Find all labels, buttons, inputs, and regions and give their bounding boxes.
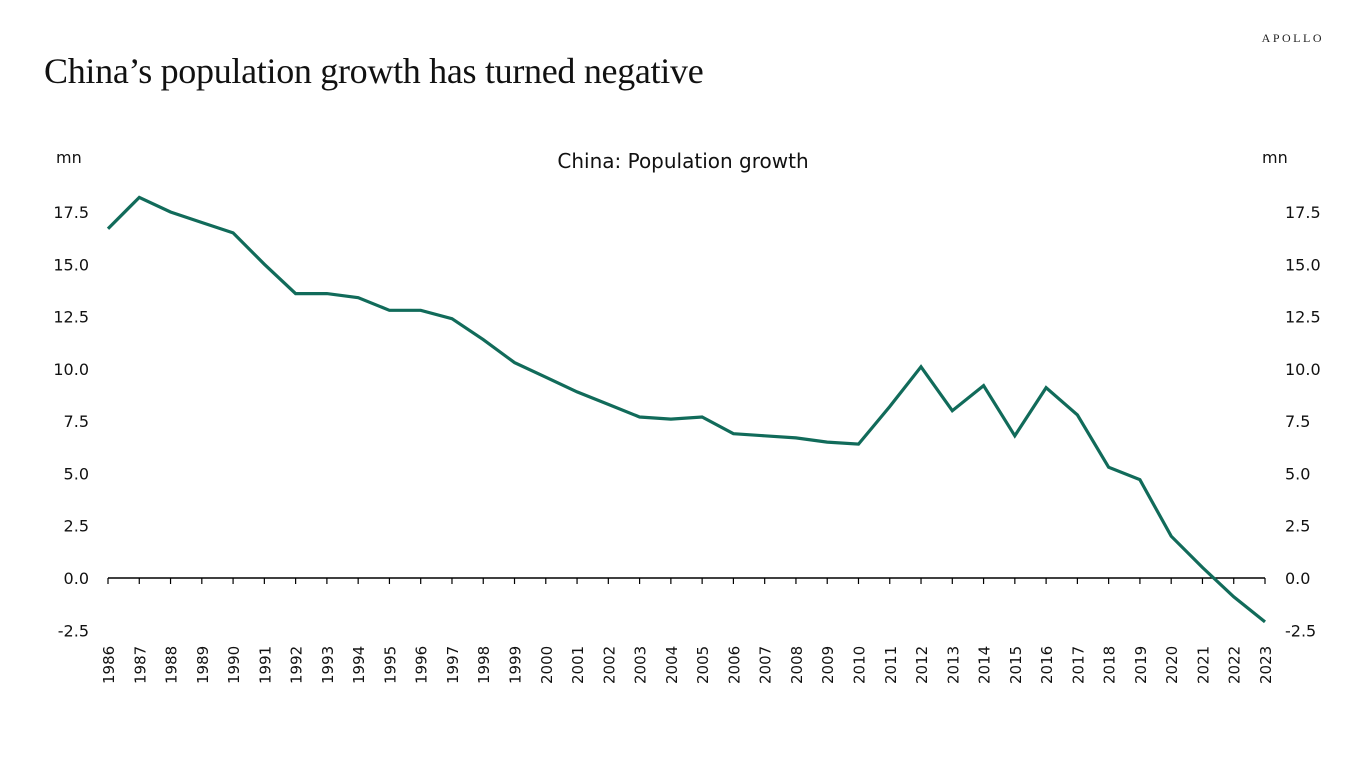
y-tick-label-right: 2.5 — [1285, 517, 1310, 536]
y-tick-label-right: 15.0 — [1285, 255, 1321, 274]
x-tick-label: 1998 — [475, 646, 493, 684]
x-tick-label: 2010 — [850, 646, 868, 684]
y-axis-unit-right: mn — [1262, 148, 1288, 167]
x-tick-label: 1999 — [507, 646, 525, 684]
x-tick-label: 2003 — [632, 646, 650, 684]
y-tick-label-right: 7.5 — [1285, 412, 1310, 431]
x-tick-label: 2015 — [1007, 646, 1025, 684]
y-axis-left: -2.5 0.0 2.5 5.0 7.5 10.0 12.5 15.0 17.5 — [53, 203, 89, 640]
x-tick-label: 1992 — [288, 646, 306, 684]
x-tick-label: 2006 — [725, 646, 743, 684]
x-axis: 1986 1987 1988 1989 1990 1991 1992 1993 1994 1995… — [100, 577, 1275, 684]
x-tick-label: 1996 — [413, 646, 431, 684]
x-tick-label: 2022 — [1226, 646, 1244, 684]
x-tick-label: 1995 — [381, 646, 399, 684]
x-tick-label: 2016 — [1038, 646, 1056, 684]
y-tick-label-right: 0.0 — [1285, 569, 1310, 588]
x-tick-label: 1988 — [163, 646, 181, 684]
x-tick-label: 2017 — [1069, 646, 1087, 684]
x-tick-label: 2005 — [694, 646, 712, 684]
series-group — [106, 195, 1267, 624]
x-tick-label: 1989 — [194, 646, 212, 684]
x-tick-label: 1993 — [319, 646, 337, 684]
x-tick-label: 2023 — [1257, 646, 1275, 684]
page-title: China’s population growth has turned neg… — [44, 51, 704, 91]
x-tick-label: 2009 — [819, 646, 837, 684]
y-tick-label-left: 15.0 — [53, 255, 89, 274]
x-tick-label: 2008 — [788, 646, 806, 684]
y-tick-label-right: -2.5 — [1285, 621, 1316, 640]
x-tick-label: 2013 — [944, 646, 962, 684]
y-axis-unit-left: mn — [56, 148, 82, 167]
y-tick-label-left: 5.0 — [64, 464, 89, 483]
x-tick-label: 2000 — [538, 646, 556, 684]
y-tick-label-left: 0.0 — [64, 569, 89, 588]
y-tick-label-left: 10.0 — [53, 360, 89, 379]
x-tick-label: 2012 — [913, 646, 931, 684]
series-line — [106, 195, 1267, 624]
y-tick-label-left: 2.5 — [64, 517, 89, 536]
x-tick-label: 2004 — [663, 646, 681, 684]
x-tick-label: 1994 — [350, 646, 368, 684]
x-tick-label: 1997 — [444, 646, 462, 684]
y-tick-label-left: 17.5 — [53, 203, 89, 222]
x-tick-label: 2011 — [882, 646, 900, 684]
y-tick-label-right: 17.5 — [1285, 203, 1321, 222]
x-tick-label: 2007 — [757, 646, 775, 684]
x-tick-label: 1987 — [131, 646, 149, 684]
y-tick-label-left: 12.5 — [53, 308, 89, 327]
x-tick-label: 2021 — [1194, 646, 1212, 684]
x-tick-label: 2002 — [600, 646, 618, 684]
x-tick-label: 2020 — [1163, 646, 1181, 684]
y-tick-label-left: -2.5 — [58, 621, 89, 640]
y-tick-label-right: 12.5 — [1285, 308, 1321, 327]
y-tick-label-left: 7.5 — [64, 412, 89, 431]
y-axis-right: -2.5 0.0 2.5 5.0 7.5 10.0 12.5 15.0 17.5 — [1285, 203, 1321, 640]
x-tick-label: 2018 — [1101, 646, 1119, 684]
x-tick-label: 1991 — [256, 646, 274, 684]
x-tick-label: 2001 — [569, 646, 587, 684]
x-tick-label: 1986 — [100, 646, 118, 684]
x-tick-label: 2019 — [1132, 646, 1150, 684]
x-tick-label: 2014 — [976, 646, 994, 684]
x-tick-label: 1990 — [225, 646, 243, 684]
brand-logo: APOLLO — [1261, 31, 1324, 45]
y-tick-label-right: 5.0 — [1285, 464, 1310, 483]
chart-title: China: Population growth — [557, 149, 808, 173]
y-tick-label-right: 10.0 — [1285, 360, 1321, 379]
